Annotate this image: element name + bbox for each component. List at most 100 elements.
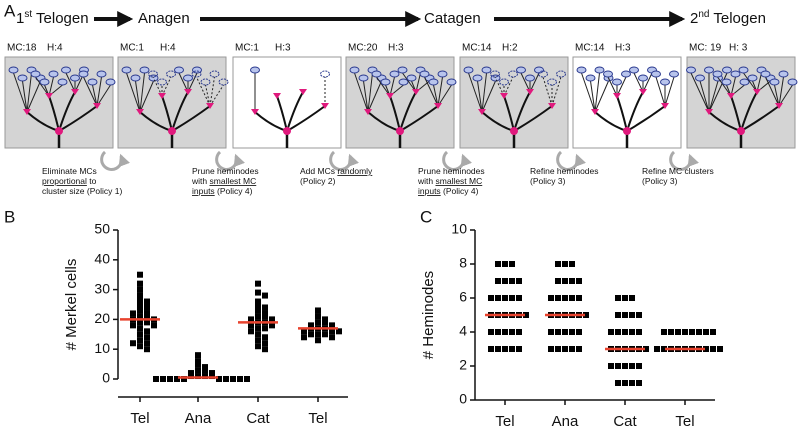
data-point <box>569 278 575 284</box>
merkel-cell <box>730 70 741 78</box>
heminode <box>321 103 329 109</box>
tree-box <box>686 56 798 149</box>
fiber <box>152 76 163 97</box>
data-point <box>622 295 628 301</box>
data-point <box>562 346 568 352</box>
data-point <box>710 329 716 335</box>
panel-letter: C <box>420 207 432 226</box>
data-point <box>315 331 321 338</box>
fiber <box>209 76 215 107</box>
merkel-cell <box>651 70 661 78</box>
policy-text: with smallest MC <box>417 176 482 186</box>
heminode <box>158 93 166 99</box>
merkel-cell <box>200 78 211 86</box>
heminode <box>136 109 144 115</box>
fiber <box>477 80 483 113</box>
merkel-cell <box>660 78 670 86</box>
fiber <box>756 72 762 93</box>
merkel-cell <box>428 78 439 86</box>
policy-segment: with <box>191 176 209 186</box>
fiber <box>655 76 666 107</box>
data-point <box>583 312 589 318</box>
y-tick-label: 10 <box>451 221 467 237</box>
data-point <box>569 295 575 301</box>
data-point <box>548 295 554 301</box>
fiber <box>367 72 373 113</box>
merkel-cell <box>17 74 28 82</box>
data-point <box>202 367 208 374</box>
merkel-cell <box>70 74 80 82</box>
data-point <box>576 295 582 301</box>
policy-text: with smallest MC <box>191 176 256 186</box>
fiber <box>389 76 395 97</box>
data-point <box>710 346 716 352</box>
merkel-cell <box>389 70 400 78</box>
data-point <box>237 376 243 382</box>
heminode <box>613 93 621 99</box>
merkel-cell <box>490 74 501 82</box>
merkel-cell <box>358 74 369 82</box>
data-point <box>629 329 635 335</box>
heminode <box>639 89 647 95</box>
fiber <box>743 72 758 93</box>
x-tick-label: Cat <box>613 413 637 430</box>
heminode <box>71 89 79 95</box>
fiber <box>96 84 111 107</box>
merkel-cell <box>174 66 184 74</box>
policy-segment: smallest MC <box>435 176 482 186</box>
data-point <box>615 363 621 369</box>
merkel-cell <box>218 78 229 86</box>
data-point <box>622 380 628 386</box>
heminode <box>705 109 713 115</box>
data-point <box>315 337 321 344</box>
merkel-cell <box>594 66 605 74</box>
policy-segment: proportional <box>42 176 87 186</box>
data-point <box>301 328 307 335</box>
merkel-cell <box>508 70 518 78</box>
fiber <box>424 76 439 107</box>
data-point <box>548 329 554 335</box>
merkel-cell <box>130 74 141 82</box>
y-axis-label: # Merkel cells <box>63 259 80 351</box>
data-point <box>329 322 335 329</box>
heminode <box>591 109 599 115</box>
h-count: H:3 <box>615 43 631 54</box>
branch-point <box>510 127 518 135</box>
fiber <box>26 72 32 113</box>
merkel-cell <box>446 78 457 86</box>
policy-arrow <box>329 150 359 171</box>
tree-box <box>4 56 116 149</box>
heminode <box>364 109 372 115</box>
data-point <box>569 346 575 352</box>
policy-segment: Add MCs <box>300 166 337 176</box>
stage-title: 1st Telogen <box>16 9 89 27</box>
data-point <box>703 346 709 352</box>
merkel-cell <box>585 74 596 82</box>
y-tick-label: 6 <box>459 289 467 305</box>
heminode <box>45 93 53 99</box>
branch-point <box>737 127 745 135</box>
data-point <box>255 337 261 344</box>
merkel-cell <box>191 70 202 78</box>
policy-arrow <box>669 150 699 171</box>
data-point <box>336 328 342 335</box>
merkel-cell <box>30 70 41 78</box>
heminode <box>727 93 735 99</box>
merkel-cell <box>516 66 526 74</box>
branch-point <box>623 127 631 135</box>
data-point <box>661 346 667 352</box>
policy-segment: (Policy 2) <box>300 176 336 186</box>
data-point <box>576 346 582 352</box>
merkel-cell <box>437 70 448 78</box>
data-point <box>248 316 254 323</box>
x-tick-label: Ana <box>185 410 212 427</box>
merkel-cell <box>48 70 59 78</box>
data-point <box>262 292 268 299</box>
data-point <box>562 329 568 335</box>
data-point <box>608 363 614 369</box>
fiber <box>178 72 189 93</box>
h-count: H:3 <box>275 43 291 54</box>
y-tick-label: 30 <box>94 280 110 296</box>
data-point <box>509 329 515 335</box>
policy-segment: (Policy 3) <box>642 176 678 186</box>
